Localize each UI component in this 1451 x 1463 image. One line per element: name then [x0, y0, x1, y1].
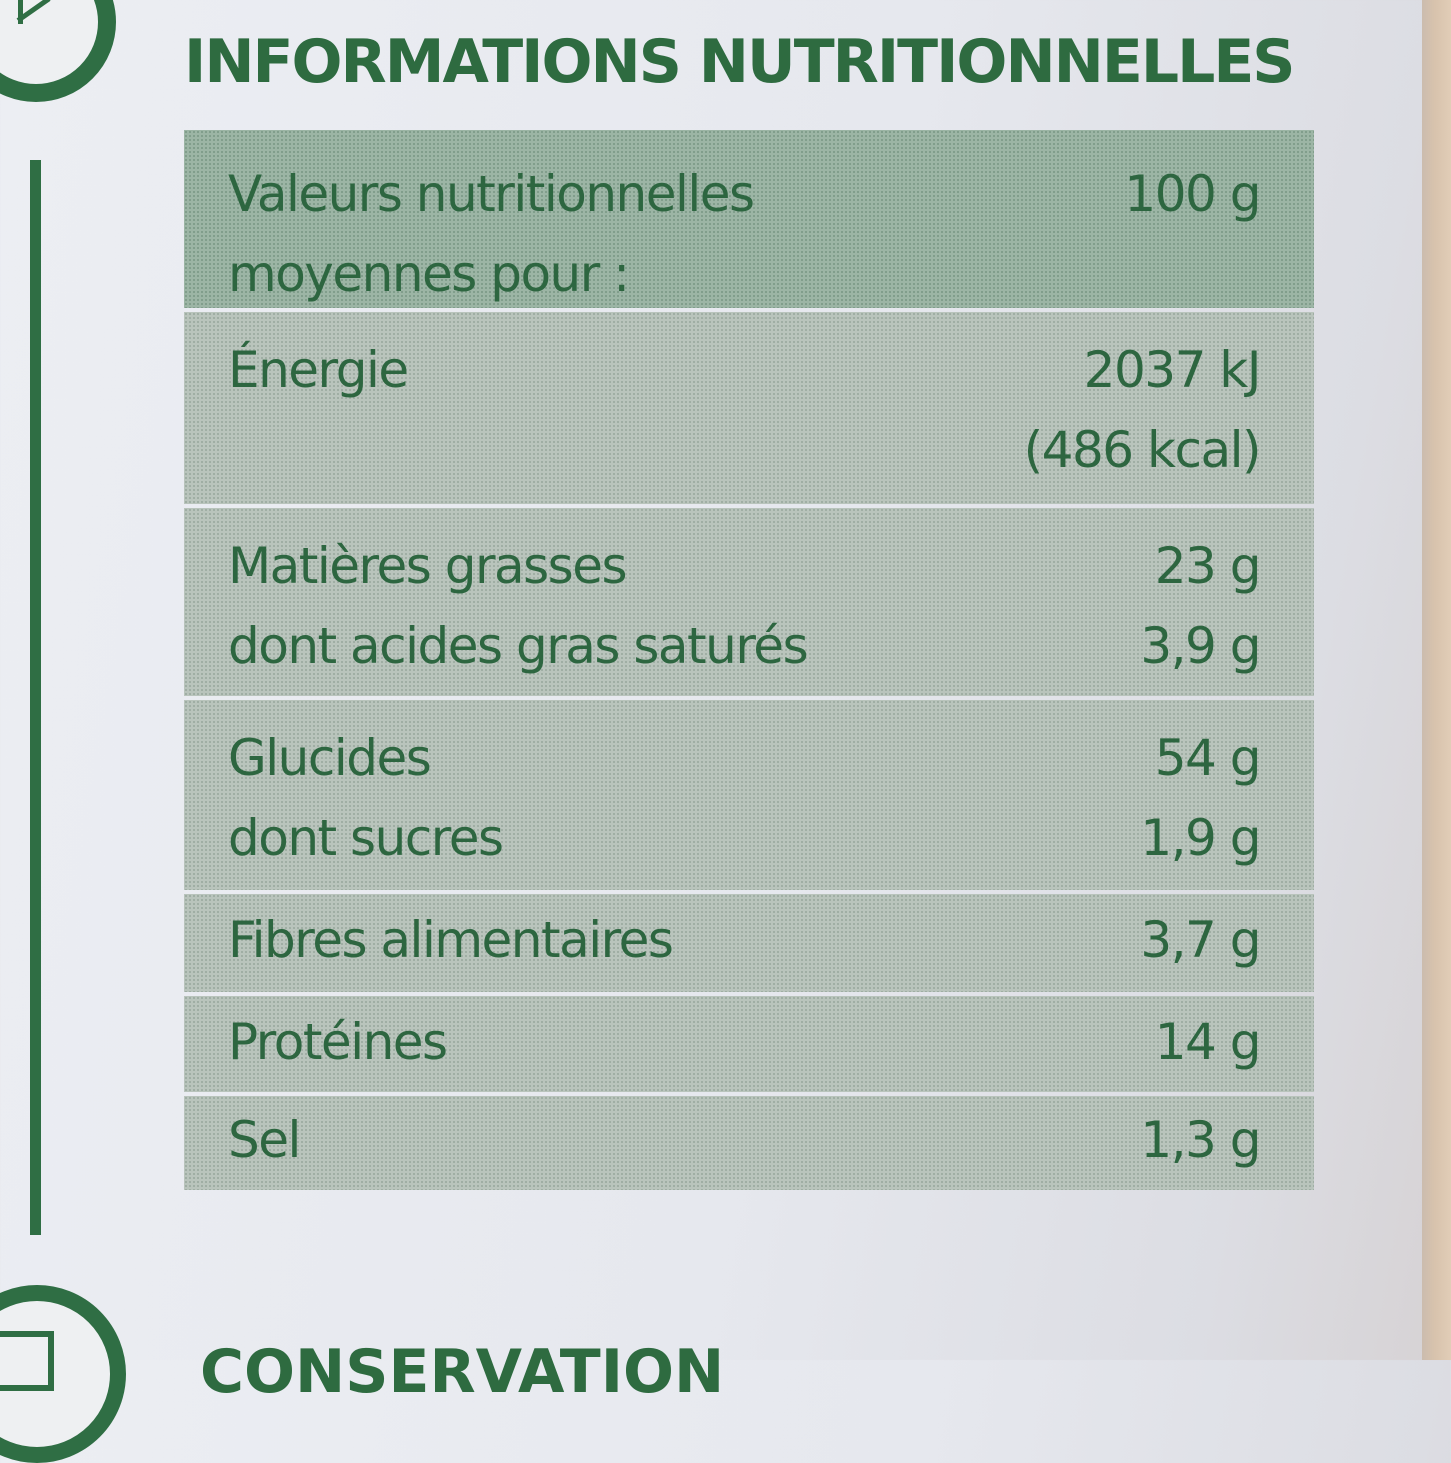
clock-hand: [18, 0, 23, 24]
row-value-line1: 2037 kJ: [1083, 341, 1262, 399]
row-label: Énergie: [228, 330, 409, 410]
background-edge: [1422, 0, 1451, 1360]
header-value: 100 g: [1124, 165, 1261, 223]
table-row-fibres: Fibres alimentaires 3,7 g: [184, 894, 1314, 992]
header-label: Valeurs nutritionnelles moyennes pour :: [228, 154, 755, 314]
row-label-line2: dont acides gras saturés: [228, 617, 809, 675]
row-value: 23 g 3,9 g: [1140, 526, 1262, 686]
header-label-line2: moyennes pour :: [228, 245, 630, 303]
row-label: Protéines: [228, 1002, 448, 1082]
clock-icon: [0, 0, 116, 102]
header-label-line1: Valeurs nutritionnelles: [228, 165, 755, 223]
table-row-energie: Énergie 2037 kJ (486 kcal): [184, 312, 1314, 504]
box-icon: [0, 1285, 126, 1463]
row-value-line1: 54 g: [1154, 729, 1262, 787]
row-value-line1: 1,3 g: [1140, 1111, 1261, 1169]
row-value-line1: 23 g: [1154, 537, 1262, 595]
row-label-line1: Matières grasses: [228, 537, 628, 595]
table-row-glucides: Glucides dont sucres 54 g 1,9 g: [184, 700, 1314, 890]
left-rail: [0, 0, 140, 1463]
row-value: 14 g: [1154, 1002, 1262, 1082]
row-value: 2037 kJ (486 kcal): [1023, 330, 1262, 490]
nutrition-table: Valeurs nutritionnelles moyennes pour : …: [184, 130, 1314, 1190]
row-label-line1: Glucides: [228, 729, 432, 787]
row-label-line1: Sel: [228, 1111, 301, 1169]
rail-line: [30, 160, 41, 1235]
row-value: 3,7 g: [1140, 900, 1261, 980]
row-value-line1: 3,7 g: [1140, 911, 1261, 969]
row-value: 54 g 1,9 g: [1140, 718, 1262, 878]
box-icon-shape: [0, 1331, 54, 1391]
table-row-matieres-grasses: Matières grasses dont acides gras saturé…: [184, 508, 1314, 696]
row-label: Fibres alimentaires: [228, 900, 674, 980]
row-value-line1: 14 g: [1154, 1013, 1262, 1071]
row-value: 1,3 g: [1140, 1100, 1261, 1180]
row-value-line2: (486 kcal): [1023, 421, 1262, 479]
row-value-line2: 3,9 g: [1140, 617, 1261, 675]
table-row-proteines: Protéines 14 g: [184, 996, 1314, 1092]
page-title: INFORMATIONS NUTRITIONNELLES: [184, 27, 1296, 97]
row-label-line2: dont sucres: [228, 809, 504, 867]
table-header-row: Valeurs nutritionnelles moyennes pour : …: [184, 130, 1314, 308]
table-row-sel: Sel 1,3 g: [184, 1096, 1314, 1190]
row-label-line1: Énergie: [228, 341, 409, 399]
row-label-line1: Protéines: [228, 1013, 448, 1071]
row-label-line1: Fibres alimentaires: [228, 911, 674, 969]
row-value-line2: 1,9 g: [1140, 809, 1261, 867]
row-label: Glucides dont sucres: [228, 718, 504, 878]
row-label: Sel: [228, 1100, 301, 1180]
row-label: Matières grasses dont acides gras saturé…: [228, 526, 809, 686]
section-title-conservation: CONSERVATION: [200, 1337, 725, 1407]
